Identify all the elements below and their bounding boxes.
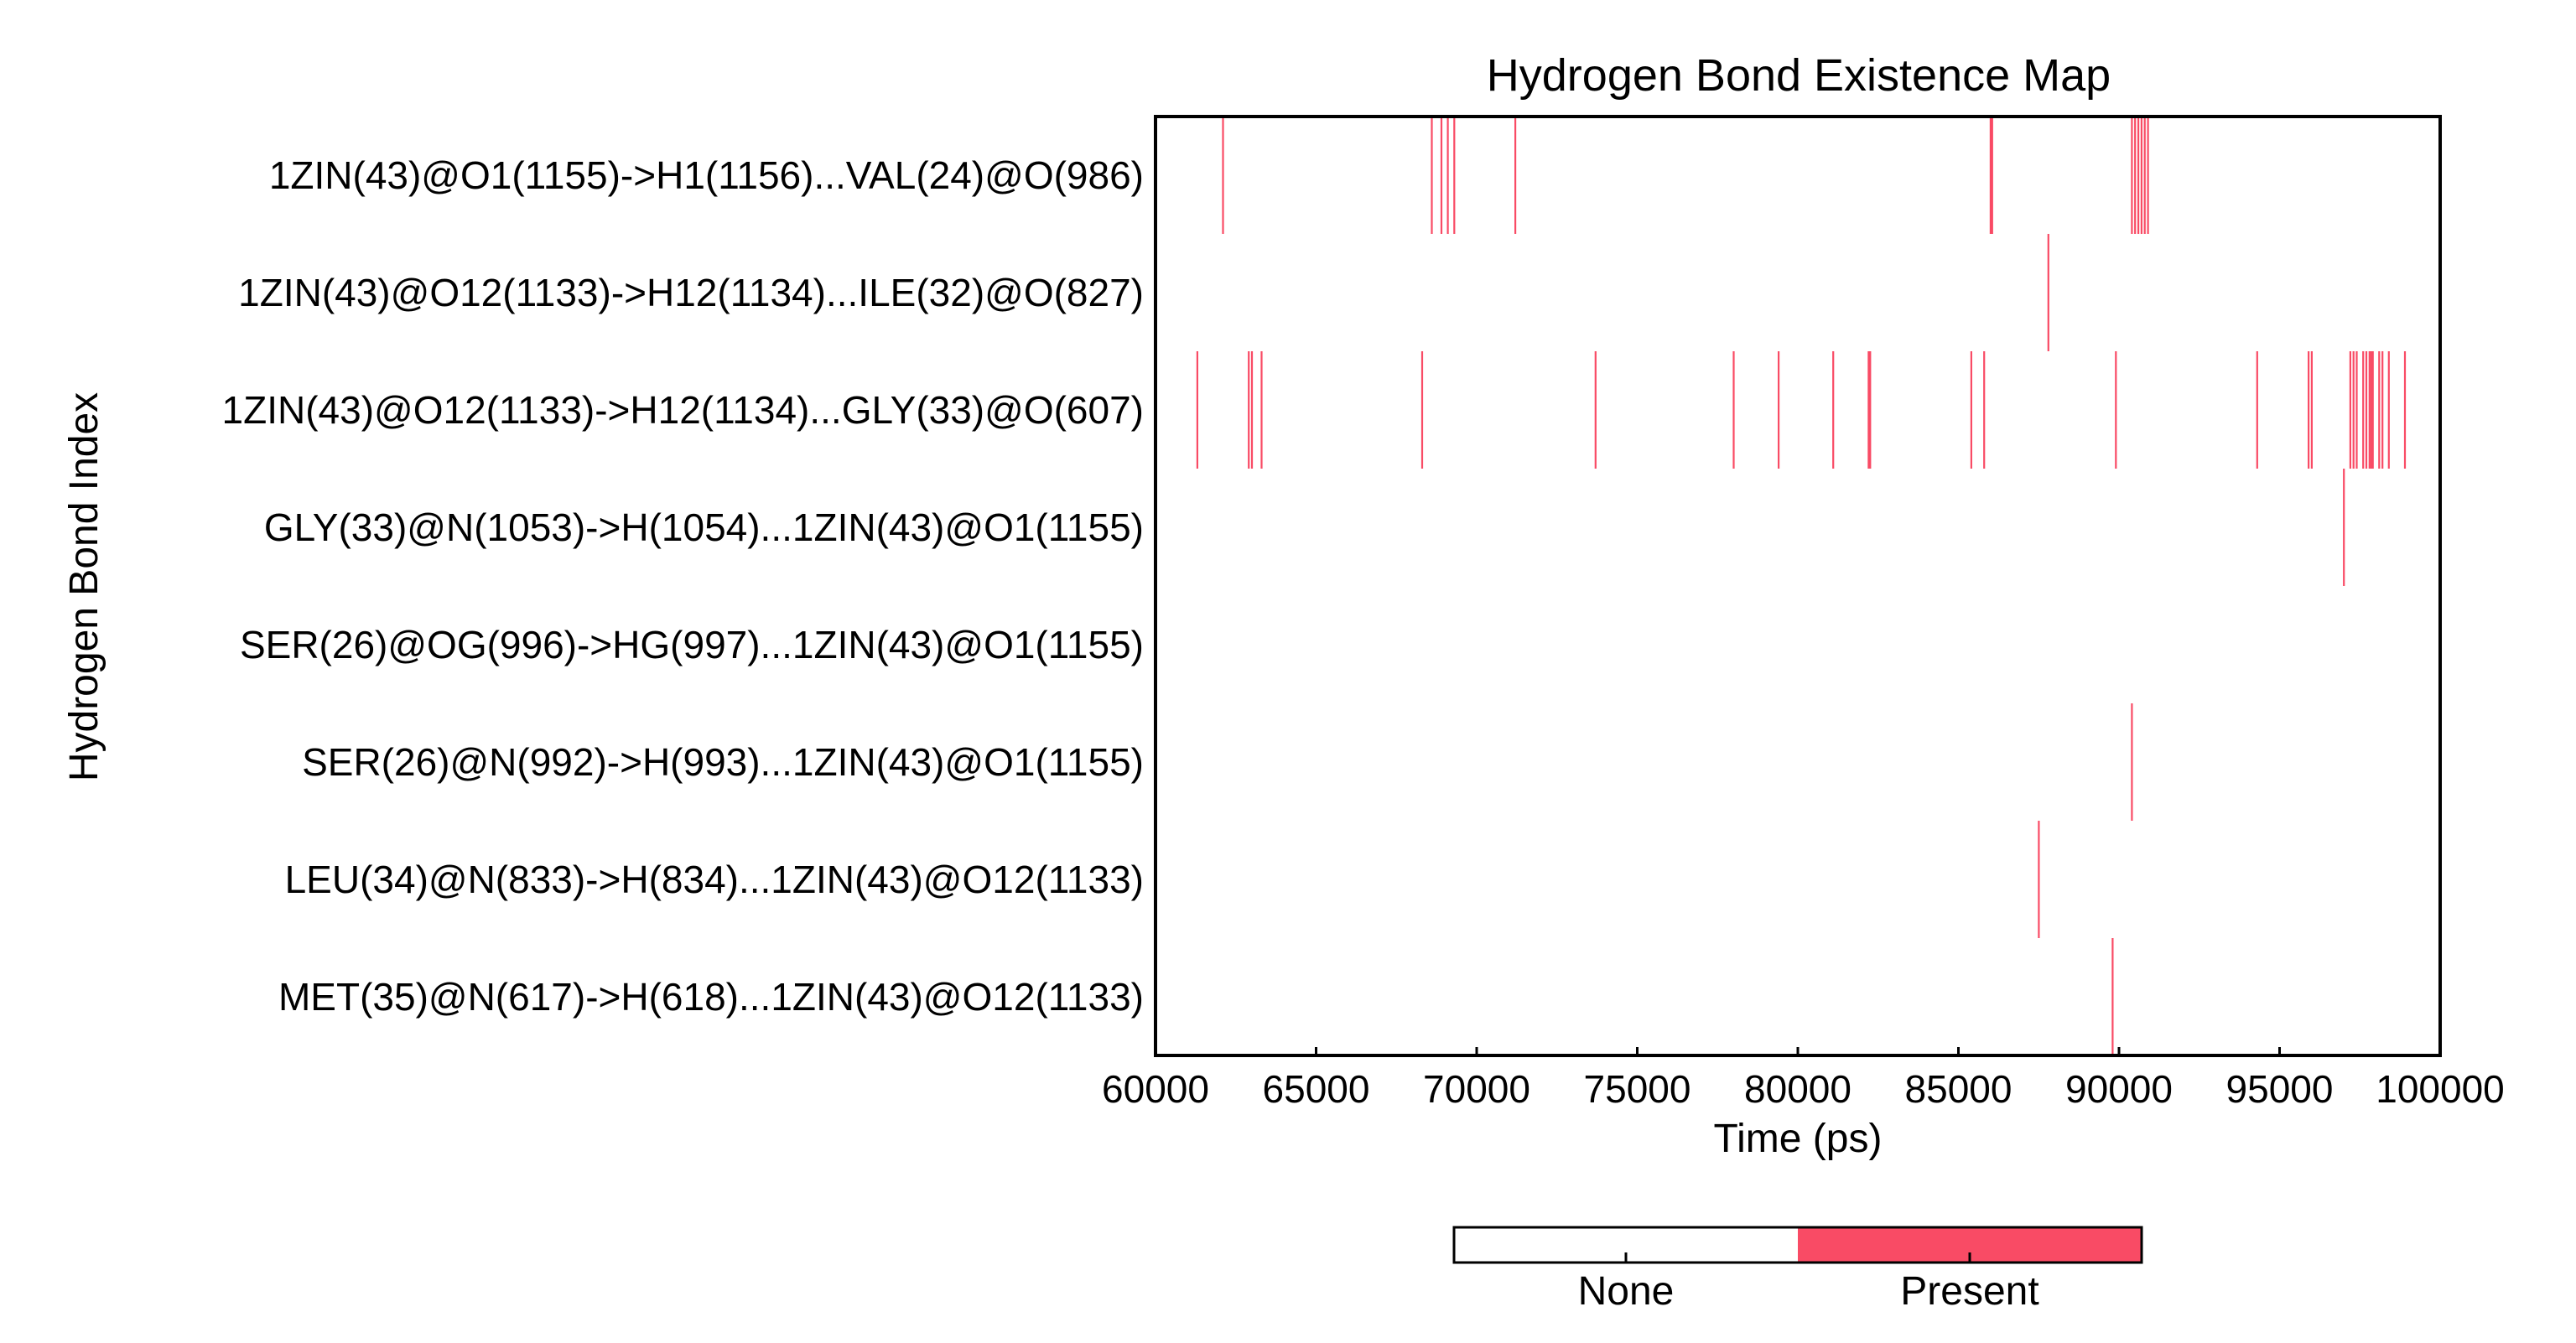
hbond-event-mark: [2355, 351, 2358, 469]
x-tick-label: 65000: [1263, 1067, 1370, 1111]
y-tick-labels: 1ZIN(43)@O1(1155)->H1(1156)...VAL(24)@O(…: [222, 153, 1144, 1019]
hbond-event-mark: [2403, 351, 2407, 469]
hbond-event-mark: [1732, 351, 1735, 469]
hbond-event-mark: [2362, 351, 2365, 469]
x-tick-label: 90000: [2065, 1067, 2173, 1111]
hbond-event-mark: [1431, 117, 1433, 234]
y-tick-label: SER(26)@N(992)->H(993)...1ZIN(43)@O1(115…: [302, 740, 1144, 784]
hbond-event-mark: [2381, 351, 2384, 469]
colorbar-frame: [1452, 1226, 2143, 1264]
hbond-event-mark: [1453, 117, 1456, 234]
hbond-event-mark: [1778, 351, 1780, 469]
hbond-event-mark: [1250, 351, 1254, 469]
y-tick-label: LEU(34)@N(833)->H(834)...1ZIN(43)@O12(11…: [285, 858, 1144, 901]
hbond-event-mark: [2256, 351, 2258, 469]
hbond-event-mark: [1420, 351, 1424, 469]
y-tick-label: SER(26)@OG(996)->HG(997)...1ZIN(43)@O1(1…: [240, 623, 1144, 666]
hbond-event-mark: [1514, 117, 1517, 234]
hbond-event-mark: [2131, 703, 2133, 821]
x-tick-label: 100000: [2376, 1067, 2505, 1111]
x-tick-label: 75000: [1584, 1067, 1691, 1111]
x-tick-label: 95000: [2226, 1067, 2334, 1111]
y-axis-label: Hydrogen Bond Index: [62, 392, 106, 781]
y-tick-label: 1ZIN(43)@O12(1133)->H12(1134)...GLY(33)@…: [222, 388, 1144, 432]
hbond-event-mark: [1867, 351, 1870, 469]
x-tick-label: 60000: [1102, 1067, 1209, 1111]
x-tick-label: 70000: [1423, 1067, 1530, 1111]
hbond-event-mark: [2131, 117, 2133, 234]
plot-area: [1196, 117, 2407, 1055]
hbond-event-mark: [2308, 351, 2310, 469]
hbond-event-mark: [2137, 117, 2140, 234]
hbond-event-mark: [1869, 351, 1872, 469]
x-axis-label: Time (ps): [1714, 1117, 1883, 1161]
plot-frame: [1154, 115, 2442, 1057]
hbond-event-mark: [2038, 821, 2040, 938]
hbond-event-mark: [1832, 351, 1835, 469]
hbond-event-mark: [1991, 117, 1993, 234]
y-tick-label: MET(35)@N(617)->H(618)...1ZIN(43)@O12(11…: [278, 975, 1144, 1019]
hbond-event-mark: [2047, 234, 2049, 351]
hbond-event-mark: [1983, 351, 1986, 469]
hbond-event-mark: [1989, 117, 1992, 234]
hbond-event-mark: [2370, 351, 2372, 469]
hbond-event-mark: [1440, 117, 1443, 234]
hbond-event-mark: [1260, 351, 1263, 469]
chart-title: Hydrogen Bond Existence Map: [1487, 50, 2111, 101]
hbond-event-mark: [1222, 117, 1224, 234]
hbond-event-mark: [2368, 351, 2371, 469]
hbond-event-mark: [2378, 351, 2381, 469]
colorbar: None Present: [1452, 1226, 2143, 1314]
hbond-event-mark: [1446, 117, 1449, 234]
x-axis: 60000 65000 70000 75000 80000 85000 90000 95000…: [1102, 1047, 2505, 1111]
y-tick-label: GLY(33)@N(1053)->H(1054)...1ZIN(43)@O1(1…: [264, 506, 1144, 549]
hbond-event-mark: [1248, 351, 1250, 469]
hbond-event-mark: [1196, 351, 1198, 469]
hbond-event-mark: [2147, 117, 2149, 234]
hbond-event-mark: [2310, 351, 2313, 469]
x-tick-label: 80000: [1744, 1067, 1852, 1111]
hbond-event-mark: [2343, 469, 2345, 586]
hbond-event-mark: [1970, 351, 1972, 469]
hbond-event-mark: [2115, 351, 2117, 469]
colorbar-label-present: Present: [1900, 1269, 2038, 1314]
hbond-event-mark: [2365, 351, 2368, 469]
x-tick-label: 85000: [1905, 1067, 2012, 1111]
hbond-event-mark: [2349, 351, 2351, 469]
y-tick-label: 1ZIN(43)@O12(1133)->H12(1134)...ILE(32)@…: [238, 271, 1144, 314]
hbond-event-mark: [2387, 351, 2390, 469]
hbond-event-mark: [2143, 117, 2146, 234]
hbond-event-mark: [2352, 351, 2355, 469]
y-tick-label: 1ZIN(43)@O1(1155)->H1(1156)...VAL(24)@O(…: [269, 153, 1144, 197]
colorbar-label-none: None: [1578, 1269, 1675, 1314]
hbond-event-mark: [2371, 351, 2374, 469]
hbond-event-mark: [2134, 117, 2137, 234]
hbond-event-mark: [1594, 351, 1597, 469]
hbond-event-mark: [2140, 117, 2142, 234]
hbond-event-mark: [2111, 938, 2114, 1055]
